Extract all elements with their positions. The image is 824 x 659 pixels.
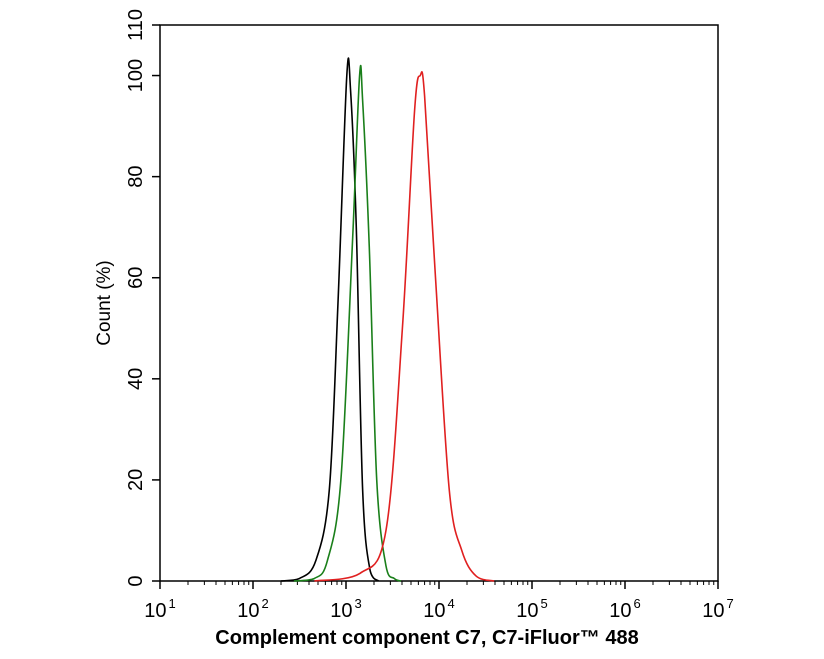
y-tick-label: 60	[125, 267, 147, 289]
x-axis-ticks: 10 1 10 2 10 3 10 4 10 5 10 6 10 7	[144, 581, 734, 622]
x-tick-label: 10 7	[702, 596, 733, 622]
x-tick-exponent: 2	[262, 596, 269, 611]
y-tick-label: 100	[125, 59, 147, 92]
x-tick-base: 10	[516, 600, 538, 622]
y-tick-label: 80	[125, 166, 147, 188]
y-tick-label: 110	[125, 9, 147, 41]
x-tick-base: 10	[330, 600, 352, 622]
y-axis-ticks: 0 20 40 60 80 100 110	[125, 9, 160, 587]
x-tick-base: 10	[237, 600, 259, 622]
x-minor-ticks	[187, 581, 715, 585]
plot-frame	[159, 24, 719, 582]
x-tick-exponent: 7	[727, 596, 734, 611]
x-axis-label: Complement component C7, C7-iFluor™ 488	[215, 627, 638, 649]
x-tick-exponent: 5	[541, 596, 548, 611]
x-tick-exponent: 6	[634, 596, 641, 611]
series-line-black	[280, 57, 380, 582]
x-tick-label: 10 5	[516, 596, 547, 622]
x-tick-exponent: 4	[448, 596, 455, 611]
x-tick-exponent: 1	[169, 596, 176, 611]
series-line-red	[314, 71, 495, 582]
x-tick-label: 10 3	[330, 596, 361, 622]
y-tick-label: 0	[125, 575, 147, 586]
x-tick-label: 10 2	[237, 596, 268, 622]
x-tick-label: 10 6	[609, 596, 640, 622]
x-tick-base: 10	[609, 600, 631, 622]
x-tick-base: 10	[702, 600, 724, 622]
series-group	[280, 57, 495, 582]
x-tick-base: 10	[144, 600, 166, 622]
x-tick-exponent: 3	[355, 596, 362, 611]
y-tick-label: 20	[125, 469, 147, 491]
x-tick-label: 10 4	[423, 596, 454, 622]
y-axis-label: Count (%)	[94, 260, 115, 346]
x-tick-base: 10	[423, 600, 445, 622]
x-tick-label: 10 1	[144, 596, 175, 622]
series-line-green	[293, 64, 402, 582]
y-tick-label: 40	[125, 368, 147, 390]
